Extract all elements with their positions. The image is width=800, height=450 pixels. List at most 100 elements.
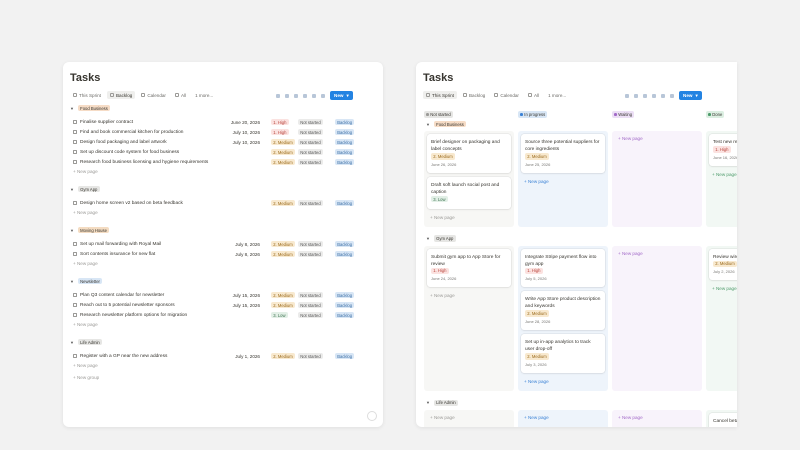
new-page[interactable]: + New page: [618, 136, 643, 141]
task-row[interactable]: Sort contents insurance for new flat July…: [70, 249, 376, 259]
column-cell: Integrate Stripe payment flow into gym a…: [518, 245, 608, 391]
task-title: Sort contents insurance for new flat: [80, 251, 156, 257]
new-button[interactable]: New ▾: [679, 91, 702, 100]
priority-tag: 2. Medium: [525, 310, 549, 317]
status-tag: Not started: [298, 301, 323, 309]
tool-icon[interactable]: [303, 93, 307, 98]
task-row[interactable]: Plan Q3 content calendar for newsletter J…: [70, 290, 376, 300]
status-tag: Not started: [298, 291, 323, 299]
tab[interactable]: 1 more...: [545, 91, 569, 99]
new-page[interactable]: + New page: [73, 363, 98, 368]
tab[interactable]: Backlog: [106, 91, 136, 99]
toggle[interactable]: ▼: [70, 105, 74, 111]
task-card[interactable]: Write App Store product description and …: [521, 291, 605, 331]
tool-icon[interactable]: [670, 93, 674, 98]
tab[interactable]: This Sprint: [423, 91, 457, 99]
column-cell: Test new recipe for soft launch1. HighJu…: [706, 131, 737, 227]
new-page[interactable]: + New page: [712, 286, 737, 292]
task-row[interactable]: Design home screen v2 based on beta feed…: [70, 198, 376, 208]
new-page[interactable]: + New page: [618, 250, 643, 256]
tool-icon[interactable]: [294, 93, 298, 98]
task-row[interactable]: Reach out to 5 potential newsletter spon…: [70, 300, 376, 310]
task-row[interactable]: Set up mail forwarding with Royal Mail Ju…: [70, 239, 376, 249]
new-page[interactable]: + New page: [712, 171, 737, 177]
toggle[interactable]: ▼: [70, 227, 74, 233]
tool-icon[interactable]: [634, 93, 638, 98]
tab[interactable]: All: [525, 91, 542, 99]
tab-icon: [426, 93, 430, 97]
new-page[interactable]: + New page: [524, 378, 549, 384]
toggle[interactable]: ▼: [70, 278, 74, 284]
tab[interactable]: This Sprint: [70, 91, 104, 99]
task-row[interactable]: Finalise supplier contract June 20, 2026 1…: [70, 117, 376, 127]
task-title: Reach out to 5 potential newsletter spon…: [80, 302, 175, 308]
tab[interactable]: All: [172, 91, 189, 99]
tool-icon[interactable]: [285, 93, 289, 98]
new-page[interactable]: + New page: [524, 178, 549, 184]
tool-icon[interactable]: [276, 93, 280, 98]
new-page[interactable]: + New page: [524, 414, 549, 420]
task-card[interactable]: Review wireframes for onboarding2. Mediu…: [709, 248, 737, 281]
toggle[interactable]: ▼: [426, 236, 430, 242]
new-page[interactable]: + New page: [73, 210, 98, 215]
new-button[interactable]: New ▾: [330, 91, 353, 100]
new-button-caret: ▾: [346, 92, 349, 98]
tool-icon[interactable]: [652, 93, 656, 98]
tool-icon[interactable]: [321, 93, 325, 98]
tool-icon[interactable]: [643, 93, 647, 98]
doc-icon: [73, 292, 77, 298]
toggle[interactable]: ▼: [426, 400, 430, 406]
task-row[interactable]: Design food packaging and label artwork J…: [70, 137, 376, 147]
tab[interactable]: Backlog: [460, 91, 488, 99]
tool-icon[interactable]: [312, 93, 316, 98]
group-tag: Gym App: [77, 185, 100, 193]
tab[interactable]: 1 more...: [192, 91, 216, 99]
doc-icon: [73, 139, 77, 145]
status-dot: [426, 113, 429, 116]
task-row[interactable]: Find and book commercial kitchen for pro…: [70, 127, 376, 137]
doc-icon: [73, 159, 77, 165]
priority-tag: 3. Low: [431, 195, 448, 203]
doc-icon: [73, 200, 77, 206]
task-card[interactable]: Set up in-app analytics to track user dr…: [521, 334, 605, 373]
task-card[interactable]: Cancel beta: [709, 412, 737, 427]
new-page[interactable]: + New page: [430, 293, 455, 299]
task-card[interactable]: Test new recipe for soft launch1. HighJu…: [709, 134, 737, 166]
help-button[interactable]: [367, 411, 377, 421]
task-card[interactable]: Brief designer on packaging and label co…: [427, 134, 511, 173]
task-row[interactable]: Research newsletter platform options for…: [70, 310, 376, 320]
tab[interactable]: Calendar: [491, 91, 522, 99]
group-tag: Newsletter: [77, 277, 103, 285]
task-card[interactable]: Draft soft launch social post and captio…: [427, 176, 511, 209]
priority-tag: 2. Medium: [525, 153, 549, 160]
task-card[interactable]: Submit gym app to App Store for review 1.…: [427, 248, 511, 288]
tab-icon: [527, 93, 532, 97]
group: ▼ Life Admin Register with a GP near the n…: [70, 337, 376, 371]
toggle[interactable]: ▼: [70, 186, 74, 192]
group: ▼ Gym App Design home screen v2 based on b…: [70, 184, 376, 218]
priority-tag: 3. Low: [271, 311, 288, 319]
task-card[interactable]: Integrate Stripe payment flow into gym a…: [521, 248, 605, 288]
new-page[interactable]: + New page: [73, 322, 98, 327]
tool-icon[interactable]: [661, 93, 665, 98]
toggle[interactable]: ▼: [426, 121, 430, 127]
new-page[interactable]: + New page: [430, 414, 455, 420]
task-row[interactable]: Research food business licensing and hyg…: [70, 157, 376, 167]
group: ▼ Moving House Set up mail forwarding with…: [70, 225, 376, 269]
tab[interactable]: Calendar: [138, 91, 169, 99]
new-page[interactable]: + New page: [73, 169, 98, 174]
new-page[interactable]: + New page: [73, 261, 98, 266]
card-date: July 5, 2026: [525, 276, 547, 282]
toggle[interactable]: ▼: [70, 339, 74, 345]
task-row[interactable]: Set up discount code system for food bus…: [70, 147, 376, 157]
card-date: June 16, 2026: [713, 154, 737, 160]
new-group[interactable]: + New group: [73, 375, 100, 380]
card-title: Integrate Stripe payment flow into gym a…: [525, 254, 597, 267]
new-page[interactable]: + New page: [618, 414, 643, 420]
new-page[interactable]: + New page: [430, 214, 455, 220]
tab-label: Calendar: [147, 92, 166, 98]
tab-label: 1 more...: [548, 92, 567, 98]
task-card[interactable]: Source three potential suppliers for cor…: [521, 134, 605, 173]
tool-icon[interactable]: [625, 93, 629, 98]
task-row[interactable]: Register with a GP near the new address J…: [70, 351, 376, 361]
